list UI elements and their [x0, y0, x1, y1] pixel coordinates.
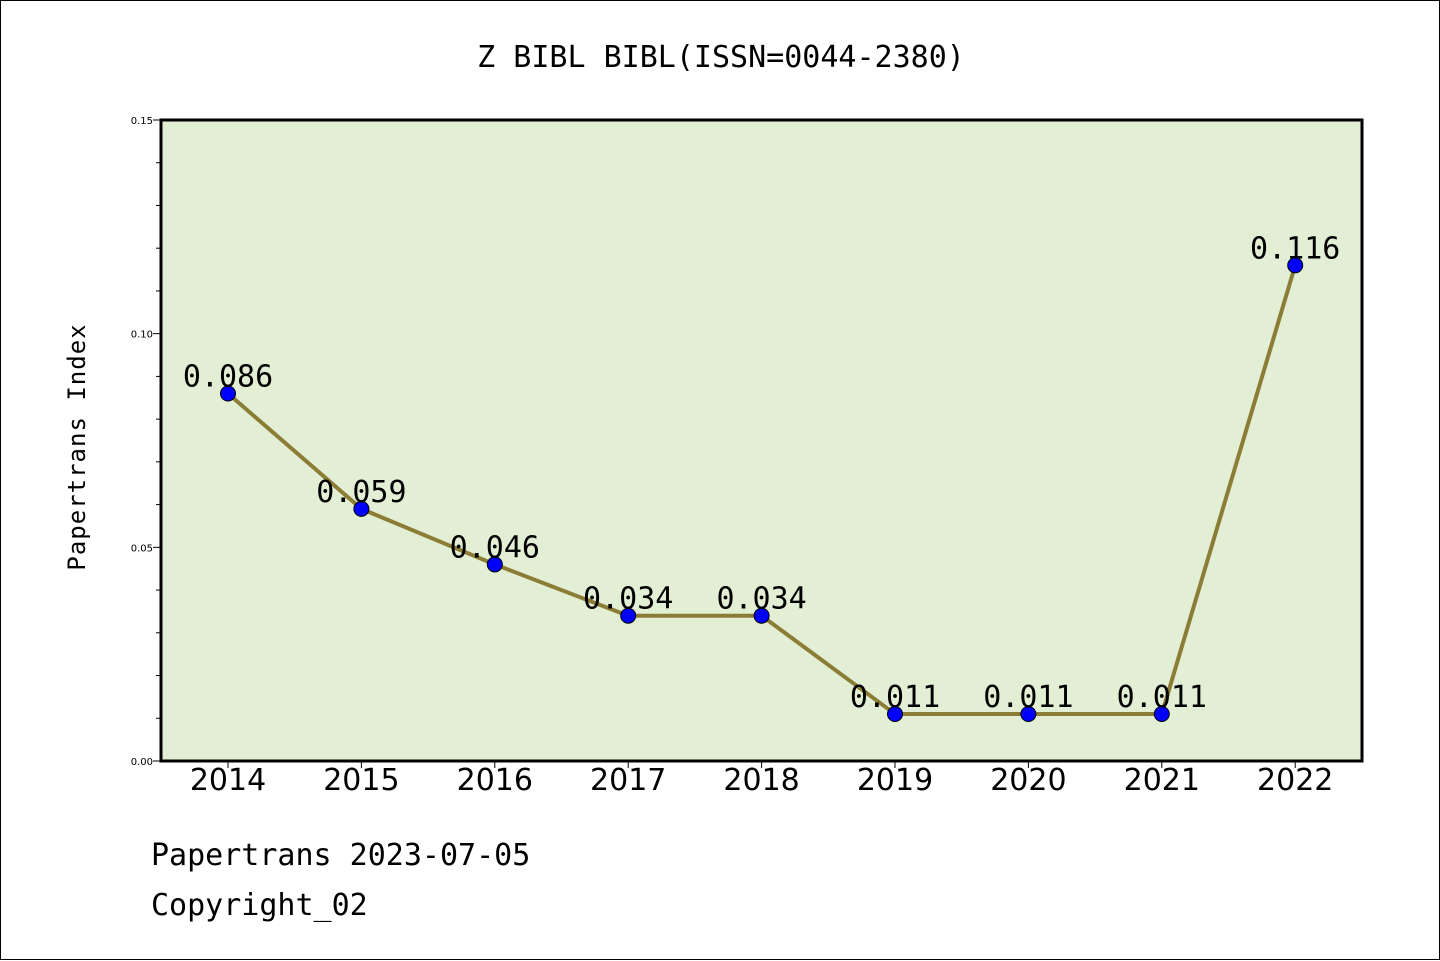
data-point [220, 385, 236, 402]
y-tick-label: 0.15 [131, 116, 153, 127]
data-point [620, 607, 637, 624]
data-point [1020, 705, 1037, 722]
data-label: 0.086 [183, 359, 273, 394]
data-label: 0.059 [316, 475, 406, 510]
x-tick-label: 2020 [990, 763, 1066, 798]
data-point [1287, 257, 1304, 274]
data-label: 0.034 [583, 582, 673, 617]
data-point [486, 556, 503, 573]
x-tick-label: 2018 [723, 763, 799, 798]
data-labels: 0.086 0.059 0.046 0.034 0.034 0.011 0.011 0.011… [183, 231, 1341, 715]
y-axis: 0.00 0.05 0.10 0.15 [131, 116, 161, 768]
x-tick-label: 2016 [457, 763, 533, 798]
y-tick-label: 0.10 [131, 330, 153, 341]
y-axis-label: Papertrans Index [63, 323, 91, 570]
data-label: 0.011 [983, 680, 1073, 715]
x-tick-label: 2021 [1124, 763, 1200, 798]
data-point [887, 705, 903, 722]
y-tick-label: 0.00 [131, 757, 153, 768]
footer-copyright: Copyright_02 [151, 888, 368, 923]
x-tick-label: 2014 [190, 763, 266, 798]
data-label: 0.011 [850, 680, 940, 715]
footer-date: Papertrans 2023-07-05 [151, 838, 530, 873]
x-tick-label: 2017 [590, 763, 666, 798]
data-label: 0.011 [1117, 680, 1207, 715]
series [220, 257, 1304, 722]
x-tick-label: 2019 [857, 763, 933, 798]
data-point [1153, 705, 1170, 722]
x-tick-label: 2022 [1257, 763, 1333, 798]
data-label: 0.116 [1250, 231, 1340, 266]
plot-area [159, 118, 1364, 763]
x-axis: 2014 2015 2016 2017 2018 2019 2020 2021 2022 [190, 761, 1333, 798]
y-tick-label: 0.05 [131, 543, 153, 554]
data-label: 0.046 [450, 530, 540, 565]
data-point [753, 607, 770, 624]
data-label: 0.034 [716, 582, 806, 617]
chart-title: Z BIBL BIBL(ISSN=0044-2380) [477, 40, 965, 75]
x-tick-label: 2015 [323, 763, 399, 798]
data-point [353, 500, 370, 517]
